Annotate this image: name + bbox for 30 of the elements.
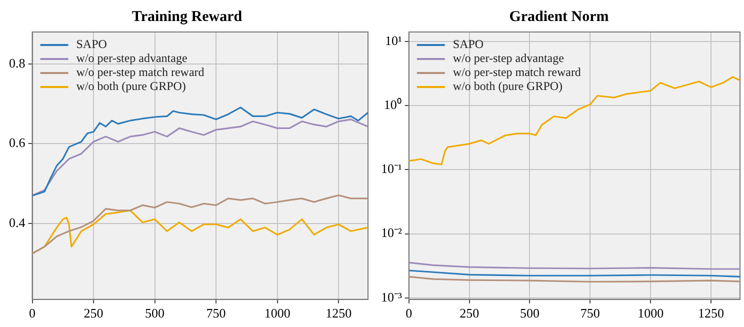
x-tick-label: 0	[406, 306, 412, 321]
y-tick-label: 10⁻³	[380, 289, 402, 304]
y-tick-label: 0.6	[9, 135, 26, 150]
legend-label: w/o per-step match reward	[452, 65, 581, 80]
x-tick-label: 250	[460, 306, 480, 321]
y-tick-label: 0.4	[9, 214, 26, 230]
y-tick-label: 10¹	[384, 32, 402, 48]
legend-label: w/o per-step match reward	[76, 65, 204, 80]
y-tick-label: 10⁻²	[380, 225, 402, 240]
x-tick-label: 250	[84, 306, 104, 321]
x-tick-label: 1000	[264, 306, 290, 321]
legend-label: w/o both (pure GRPO)	[452, 79, 563, 94]
legend-label: SAPO	[452, 37, 484, 52]
legend-label: w/o per-step advantage	[76, 51, 188, 66]
x-tick-label: 500	[520, 306, 540, 321]
legend-label: w/o both (pure GRPO)	[76, 79, 186, 94]
chart-title: Training Reward	[132, 8, 243, 25]
x-tick-label: 1000	[638, 306, 664, 321]
legend-label: w/o per-step advantage	[452, 51, 564, 66]
x-tick-label: 1250	[326, 306, 352, 321]
y-tick-label: 10⁻¹	[380, 161, 402, 176]
x-tick-label: 1250	[698, 306, 724, 321]
x-tick-label: 750	[580, 306, 600, 321]
legend-label: SAPO	[76, 37, 108, 52]
x-tick-label: 0	[29, 306, 36, 321]
x-tick-label: 500	[145, 306, 165, 321]
y-tick-label: 0.8	[9, 55, 26, 70]
chart-title: Gradient Norm	[509, 8, 610, 25]
y-tick-label: 10⁰	[384, 96, 402, 112]
x-tick-label: 750	[206, 306, 226, 321]
